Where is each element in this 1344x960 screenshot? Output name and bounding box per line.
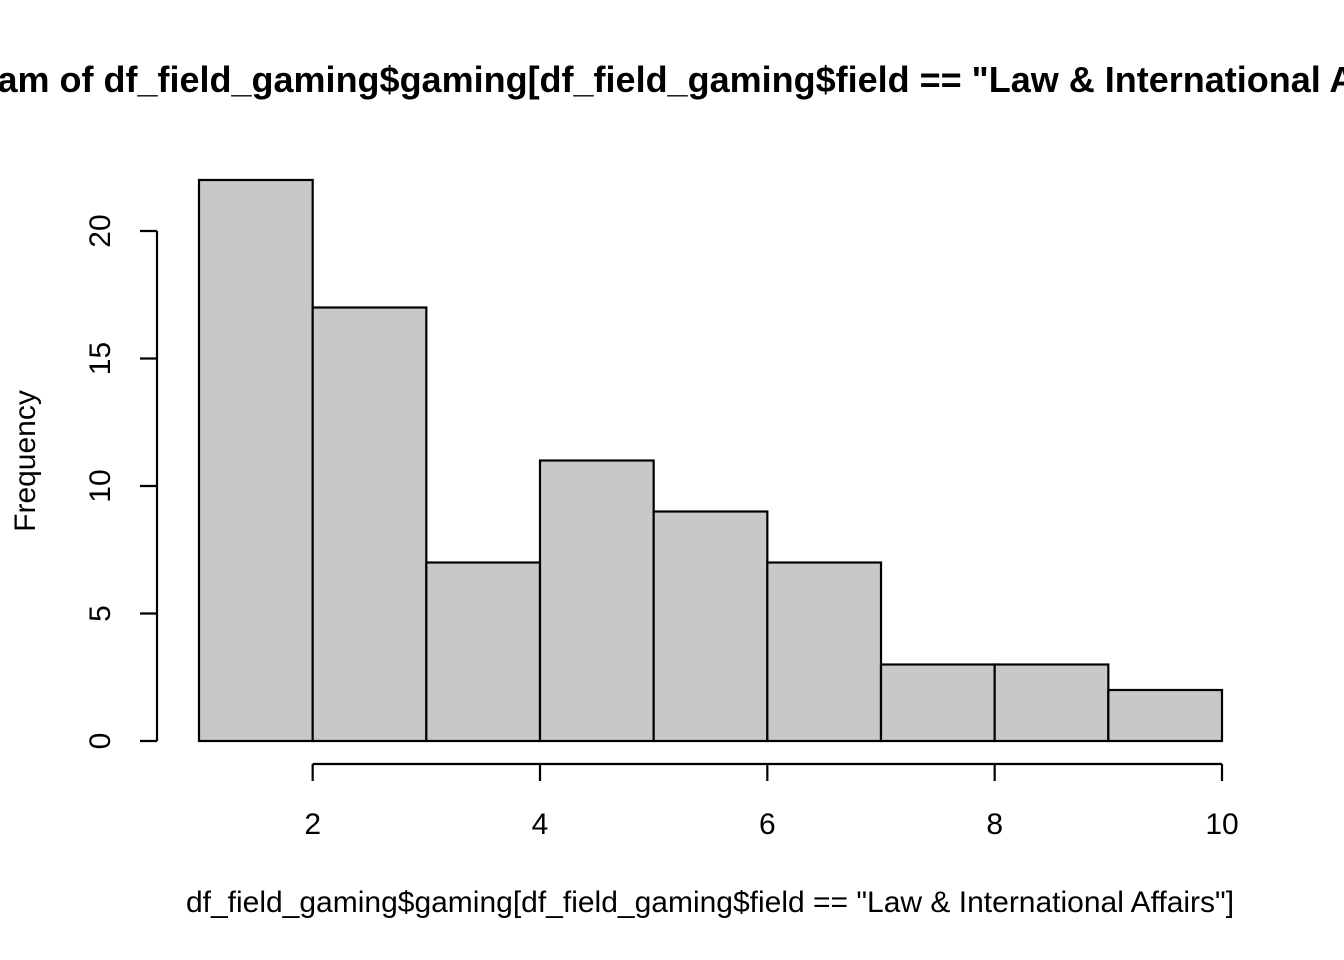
y-tick-label: 5: [84, 605, 117, 622]
y-axis-label: Frequency: [9, 390, 42, 532]
x-tick-label: 8: [986, 808, 1003, 841]
histogram-bar: [311, 306, 428, 743]
histogram-bar: [197, 178, 314, 743]
x-axis-label: df_field_gaming$gaming[df_field_gaming$f…: [186, 886, 1234, 919]
y-tick-label: 10: [84, 469, 117, 502]
x-tick-label: 2: [304, 808, 321, 841]
histogram-bar: [766, 561, 883, 743]
y-tick-label: 20: [84, 214, 117, 247]
bars-group: [197, 178, 1224, 743]
x-tick-label: 10: [1205, 808, 1238, 841]
histogram-bar: [879, 663, 996, 743]
y-tick-label: 15: [84, 342, 117, 375]
x-tick-label: 4: [532, 808, 549, 841]
histogram-bar: [1107, 688, 1224, 743]
chart-title: Histogram of df_field_gaming$gaming[df_f…: [0, 59, 1344, 100]
x-tick-label: 6: [759, 808, 776, 841]
histogram-bar: [993, 663, 1110, 743]
histogram-bar: [538, 459, 655, 743]
histogram-bar: [425, 561, 542, 743]
y-tick-label: 0: [84, 733, 117, 750]
y-ticks-group: 0 5 10 15 20: [84, 214, 157, 749]
histogram-bar: [652, 510, 769, 743]
x-ticks-group: 2 4 6 8 10: [304, 764, 1239, 841]
